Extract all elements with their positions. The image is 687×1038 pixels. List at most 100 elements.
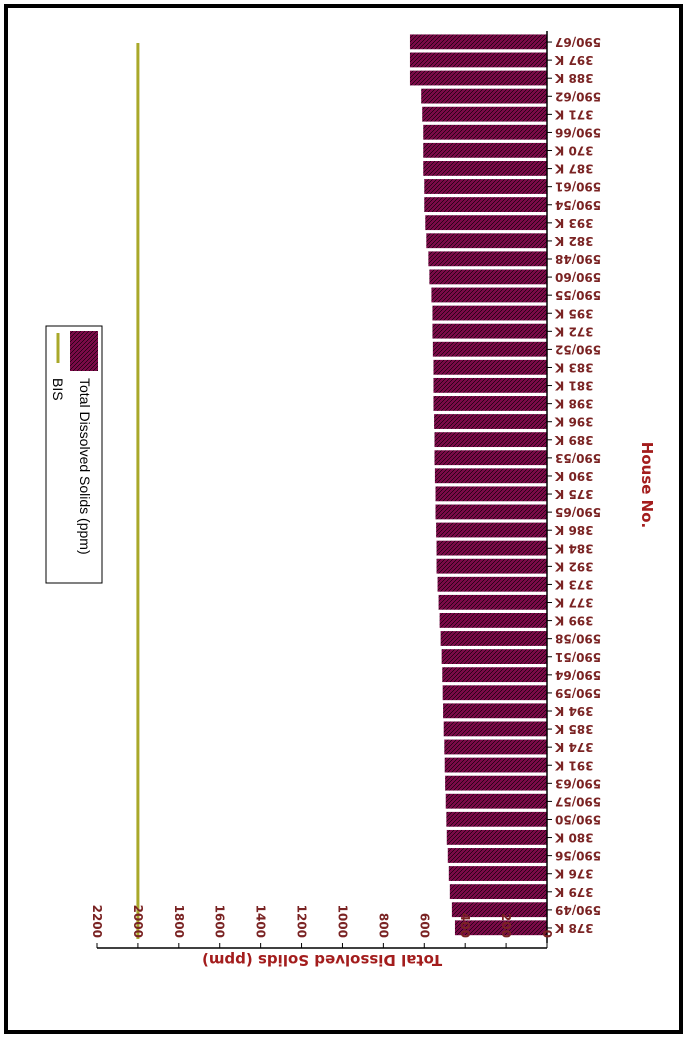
category-tick-label: 380 K bbox=[554, 831, 593, 845]
bar-398-k bbox=[433, 396, 547, 411]
category-tick-label: 393 K bbox=[554, 216, 593, 230]
value-tick-label: 1400 bbox=[254, 905, 268, 938]
category-tick-label: 378 K bbox=[554, 921, 593, 935]
category-tick-label: 398 K bbox=[554, 397, 593, 411]
category-tick-label: 387 K bbox=[554, 162, 593, 176]
category-tick-label: 590/51 bbox=[555, 650, 601, 664]
bar-590-66 bbox=[423, 124, 547, 140]
bar-590-48 bbox=[428, 251, 547, 267]
category-tick-label: 377 K bbox=[554, 596, 593, 610]
value-tick-label: 800 bbox=[376, 913, 390, 938]
bar-379-k bbox=[449, 884, 547, 900]
bar-384-k bbox=[436, 540, 547, 556]
category-tick-label: 590/58 bbox=[555, 632, 601, 646]
bar-590-57 bbox=[445, 793, 547, 809]
category-tick-label: 590/65 bbox=[555, 505, 601, 519]
category-tick-label: 374 K bbox=[554, 740, 593, 754]
value-tick-label: 1800 bbox=[172, 905, 186, 938]
bar-376-k bbox=[448, 866, 547, 881]
y-axis-title: Total Dissolved Solids (ppm) bbox=[202, 951, 442, 969]
bar-397-k bbox=[409, 52, 547, 68]
category-tick-label: 386 K bbox=[554, 523, 593, 537]
category-tick-label: 590/48 bbox=[555, 252, 601, 266]
bar-393-k bbox=[425, 215, 547, 231]
plot-area: 378 K 590/49 379 K 376 K 590/56 380 K 590/50 59… bbox=[90, 31, 601, 949]
bar-399-k bbox=[439, 613, 547, 628]
bar-385-k bbox=[443, 721, 547, 737]
bar-390-k bbox=[434, 468, 547, 484]
bar-590-58 bbox=[440, 631, 547, 646]
bar-394-k bbox=[443, 703, 547, 719]
bar-383-k bbox=[433, 359, 547, 375]
value-tick-label: 1000 bbox=[335, 905, 349, 938]
category-tick-label: 379 K bbox=[554, 885, 593, 899]
category-tick-label: 381 K bbox=[554, 379, 593, 393]
category-tick-label: 590/57 bbox=[555, 794, 601, 808]
bar-590-50 bbox=[446, 811, 547, 827]
category-tick-label: 590/49 bbox=[555, 903, 601, 917]
bar-590-51 bbox=[441, 649, 547, 664]
category-tick-label: 371 K bbox=[554, 107, 593, 121]
category-tick-label: 372 K bbox=[554, 324, 593, 338]
legend-label-tds: Total Dissolved Solids (ppm) bbox=[77, 378, 93, 555]
bar-590-49 bbox=[451, 902, 547, 918]
bar-373-k bbox=[437, 576, 547, 592]
bar-590-53 bbox=[434, 450, 547, 466]
category-tick-label: 590/52 bbox=[555, 342, 601, 356]
bar-590-67 bbox=[409, 34, 547, 50]
bar-377-k bbox=[438, 594, 547, 610]
category-tick-label: 590/67 bbox=[555, 35, 601, 49]
bar-590-54 bbox=[424, 197, 547, 212]
bar-371-k bbox=[422, 106, 547, 122]
bars-layer bbox=[409, 34, 547, 936]
bar-381-k bbox=[433, 377, 547, 393]
category-tick-label: 373 K bbox=[554, 577, 593, 591]
bar-590-63 bbox=[445, 775, 547, 791]
value-tick-label: 600 bbox=[417, 913, 431, 938]
category-tick-label: 382 K bbox=[554, 234, 593, 248]
bar-590-59 bbox=[442, 685, 547, 701]
category-tick-label: 394 K bbox=[554, 704, 593, 718]
bar-382-k bbox=[426, 233, 547, 249]
value-tick-label: 2000 bbox=[131, 905, 145, 938]
category-tick-label: 397 K bbox=[554, 53, 593, 67]
bar-590-60 bbox=[429, 269, 547, 285]
bar-590-62 bbox=[421, 88, 547, 104]
x-axis-title: House No. bbox=[638, 442, 656, 528]
legend-label-bis: BIS bbox=[50, 378, 66, 401]
category-tick-label: 391 K bbox=[554, 758, 593, 772]
category-tick-label: 388 K bbox=[554, 71, 593, 85]
bar-590-65 bbox=[435, 504, 547, 520]
category-tick-label: 590/53 bbox=[555, 451, 601, 465]
category-tick-label: 590/50 bbox=[555, 812, 601, 826]
legend-swatch-tds bbox=[70, 331, 98, 371]
category-tick-label: 396 K bbox=[554, 415, 593, 429]
category-tick-label: 389 K bbox=[554, 433, 593, 447]
bar-590-61 bbox=[424, 179, 547, 194]
bar-375-k bbox=[435, 486, 547, 502]
category-tick-label: 399 K bbox=[554, 614, 593, 628]
bar-387-k bbox=[423, 161, 547, 176]
category-tick-label: 590/61 bbox=[555, 180, 601, 194]
bar-386-k bbox=[436, 522, 547, 538]
value-tick-label: 0 bbox=[540, 930, 554, 938]
value-tick-label: 200 bbox=[499, 913, 513, 938]
bar-391-k bbox=[444, 757, 547, 773]
bar-590-52 bbox=[432, 341, 547, 357]
legend: Total Dissolved Solids (ppm) BIS bbox=[45, 325, 103, 584]
category-tick-label: 590/66 bbox=[555, 125, 601, 139]
category-tick-label: 395 K bbox=[554, 306, 593, 320]
category-tick-label: 590/60 bbox=[555, 270, 601, 284]
category-tick-label: 385 K bbox=[554, 722, 593, 736]
bar-388-k bbox=[409, 70, 547, 86]
category-ticks: 378 K 590/49 379 K 376 K 590/56 380 K 590/50 59… bbox=[547, 35, 601, 935]
category-tick-label: 590/56 bbox=[555, 849, 601, 863]
value-tick-label: 400 bbox=[458, 913, 472, 938]
bar-392-k bbox=[436, 558, 547, 574]
bar-590-55 bbox=[431, 287, 547, 303]
value-ticks: 0 200 400 600 800 1000 1200 1400 1600 1800 2000 220… bbox=[90, 905, 554, 948]
category-tick-label: 590/59 bbox=[555, 686, 601, 700]
bar-389-k bbox=[434, 432, 547, 448]
category-tick-label: 590/64 bbox=[555, 668, 601, 682]
